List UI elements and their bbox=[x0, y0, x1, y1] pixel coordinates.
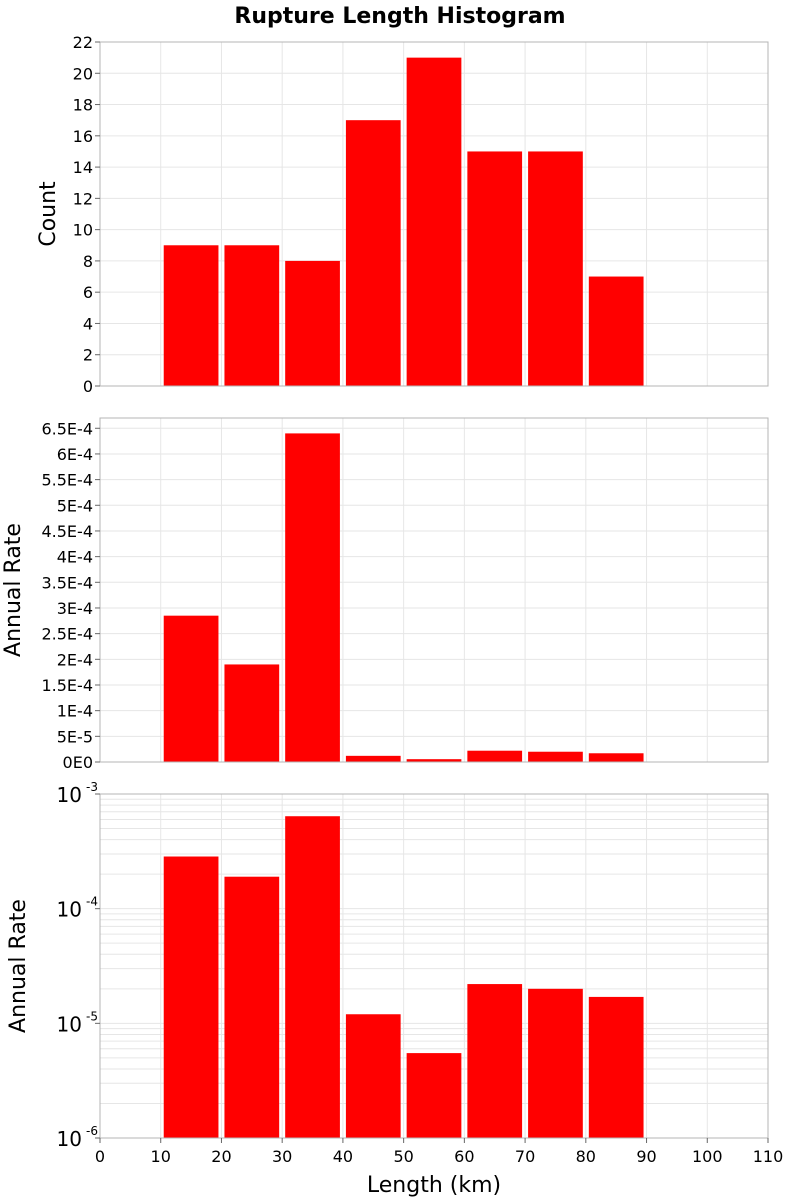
annual-rate-log-panel: -6 10 -5 10 -4 10 -3 10 Annual Rate 0 10 20 30 40 50 60… bbox=[6, 780, 783, 1198]
y-tick-label: 2 bbox=[83, 346, 93, 365]
x-tick-label: 20 bbox=[211, 1147, 231, 1166]
y-axis-title: Count bbox=[36, 181, 61, 247]
bar-middle-1 bbox=[224, 664, 280, 762]
bar-top-6 bbox=[528, 151, 583, 386]
y-tick-label: 5E-4 bbox=[57, 496, 93, 515]
bar-bottom-0 bbox=[163, 856, 219, 1138]
y-tick-label: 4 bbox=[83, 314, 93, 333]
bar-middle-5 bbox=[467, 750, 523, 762]
x-tick-label: 90 bbox=[636, 1147, 656, 1166]
bar-middle-6 bbox=[528, 751, 583, 762]
bar-bottom-1 bbox=[224, 876, 280, 1138]
y-tick-label: 16 bbox=[73, 127, 93, 146]
y-tick-label: 6 bbox=[83, 283, 93, 302]
bar-bottom-7 bbox=[588, 996, 644, 1138]
x-tick-label: 30 bbox=[272, 1147, 292, 1166]
y-tick-exponent: -4 bbox=[86, 895, 98, 909]
plot-frame bbox=[99, 417, 769, 763]
bar-middle-7 bbox=[588, 753, 644, 762]
bar-bottom-6 bbox=[528, 988, 583, 1138]
bar-top-0 bbox=[163, 245, 219, 386]
y-tick-base: 10 bbox=[57, 783, 82, 807]
y-tick-label: 4.5E-4 bbox=[41, 522, 93, 541]
y-tick-exponent: -3 bbox=[86, 780, 98, 794]
bar-top-4 bbox=[406, 57, 462, 387]
y-tick-exponent: -6 bbox=[86, 1124, 98, 1138]
plot-frame bbox=[99, 41, 769, 387]
x-tick-label: 10 bbox=[151, 1147, 171, 1166]
y-tick-label: 10 bbox=[73, 221, 93, 240]
y-tick-exponent: -5 bbox=[86, 1009, 98, 1023]
plot-frame bbox=[99, 793, 769, 1139]
bar-middle-2 bbox=[285, 433, 340, 762]
y-axis-title: Annual Rate bbox=[1, 523, 26, 657]
count-panel: 0 2 4 6 8 10 12 14 16 18 20 22 Count bbox=[36, 33, 769, 396]
x-tick-label: 110 bbox=[753, 1147, 784, 1166]
y-tick-label: 22 bbox=[73, 33, 93, 52]
y-tick-label: 5.5E-4 bbox=[41, 471, 93, 490]
x-tick-label: 50 bbox=[393, 1147, 413, 1166]
y-axis-title: Annual Rate bbox=[6, 899, 31, 1033]
y-tick-label: 6E-4 bbox=[57, 445, 93, 464]
y-tick-label: 5E-5 bbox=[57, 727, 93, 746]
bar-bottom-2 bbox=[285, 816, 340, 1138]
y-tick-label: 18 bbox=[73, 96, 93, 115]
y-tick-label: 2.5E-4 bbox=[41, 625, 93, 644]
y-tick-label: 4E-4 bbox=[57, 548, 93, 567]
y-tick-label: 1.5E-4 bbox=[41, 676, 93, 695]
y-tick-base: 10 bbox=[57, 898, 82, 922]
x-tick-label: 80 bbox=[576, 1147, 596, 1166]
y-tick-base: 10 bbox=[57, 1127, 82, 1151]
bar-top-5 bbox=[467, 151, 523, 386]
chart-title: Rupture Length Histogram bbox=[234, 4, 565, 29]
bar-top-1 bbox=[224, 245, 280, 386]
y-tick-label: 0 bbox=[83, 377, 93, 396]
bar-top-2 bbox=[285, 260, 340, 386]
y-tick-label: 0E0 bbox=[63, 753, 93, 772]
y-tick-label: 1E-4 bbox=[57, 702, 93, 721]
bar-bottom-5 bbox=[467, 984, 523, 1138]
y-tick-label: 3.5E-4 bbox=[41, 573, 93, 592]
x-tick-label: 70 bbox=[515, 1147, 535, 1166]
bar-bottom-3 bbox=[345, 1014, 401, 1138]
bar-middle-4 bbox=[406, 759, 462, 762]
bar-middle-0 bbox=[163, 615, 219, 762]
y-tick-label: 6.5E-4 bbox=[41, 419, 93, 438]
y-tick-label: 20 bbox=[73, 64, 93, 83]
y-tick-label: 8 bbox=[83, 252, 93, 271]
x-tick-label: 0 bbox=[95, 1147, 105, 1166]
bar-top-7 bbox=[588, 276, 644, 386]
annual-rate-linear-panel: 0E0 5E-5 1E-4 1.5E-4 2E-4 2.5E-4 3E-4 3.5E-4 4E-… bbox=[1, 417, 769, 772]
bar-bottom-4 bbox=[406, 1053, 462, 1138]
x-axis-title: Length (km) bbox=[367, 1173, 501, 1198]
y-tick-label: 2E-4 bbox=[57, 650, 93, 669]
y-tick-label: 12 bbox=[73, 189, 93, 208]
x-tick-label: 40 bbox=[333, 1147, 353, 1166]
y-tick-label: 3E-4 bbox=[57, 599, 93, 618]
x-tick-label: 60 bbox=[454, 1147, 474, 1166]
bar-top-3 bbox=[345, 120, 401, 386]
bar-middle-3 bbox=[345, 755, 401, 762]
y-tick-base: 10 bbox=[57, 1012, 82, 1036]
y-tick-label: 14 bbox=[73, 158, 93, 177]
x-tick-label: 100 bbox=[692, 1147, 723, 1166]
